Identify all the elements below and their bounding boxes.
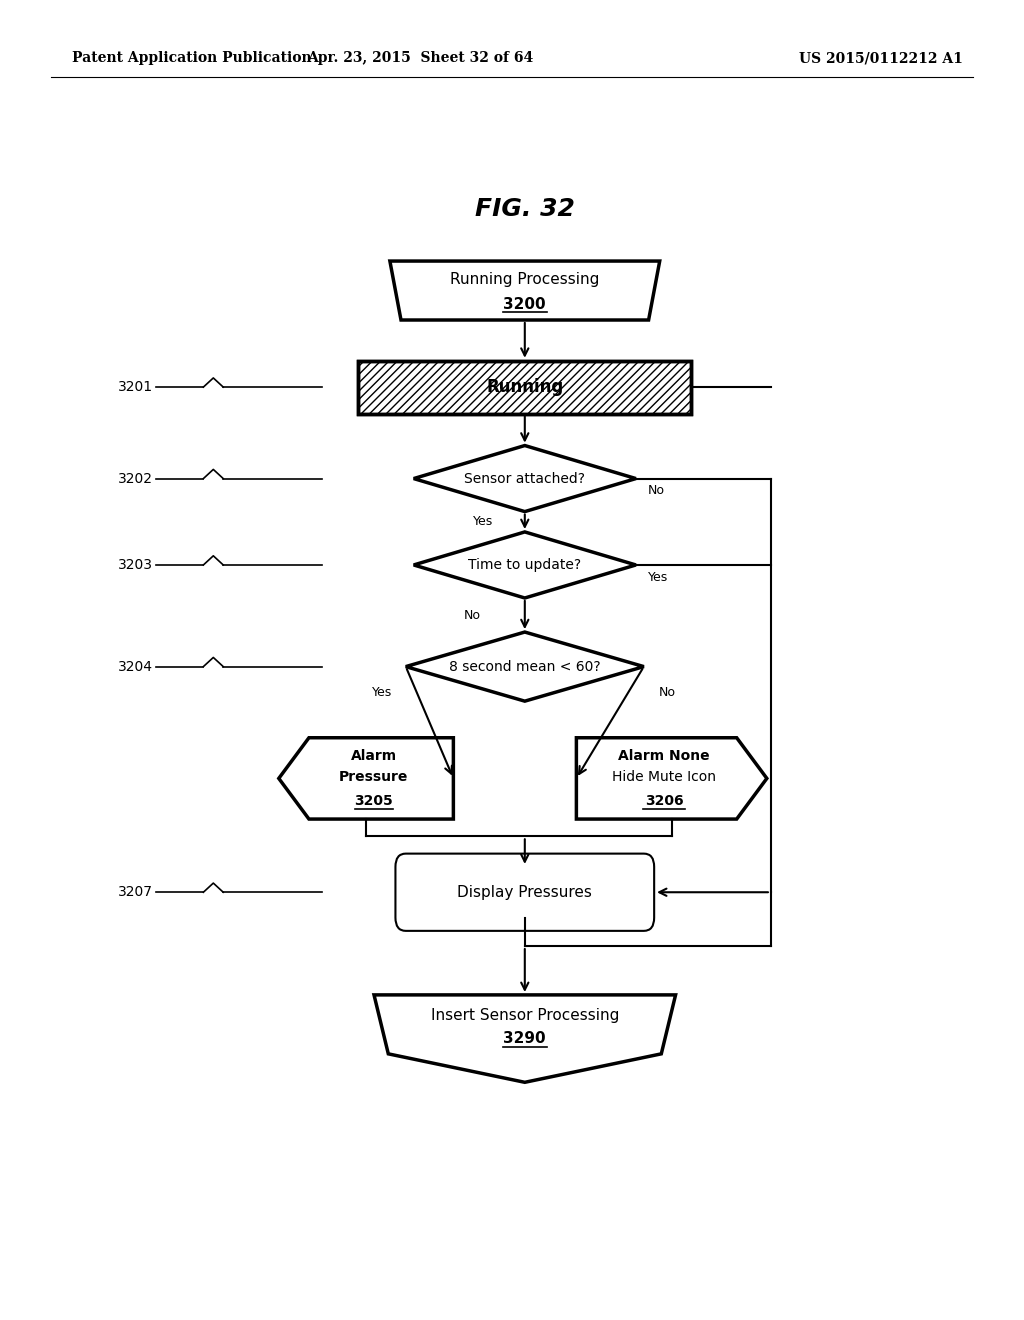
- Text: Display Pressures: Display Pressures: [458, 884, 592, 900]
- Text: Time to update?: Time to update?: [468, 558, 582, 572]
- FancyBboxPatch shape: [358, 360, 691, 413]
- Text: Yes: Yes: [648, 570, 668, 583]
- Text: Yes: Yes: [372, 685, 392, 698]
- Text: Yes: Yes: [473, 515, 494, 528]
- Text: Apr. 23, 2015  Sheet 32 of 64: Apr. 23, 2015 Sheet 32 of 64: [307, 51, 532, 65]
- Text: 3201: 3201: [118, 380, 154, 395]
- Text: 3200: 3200: [504, 297, 546, 313]
- Text: Alarm None: Alarm None: [618, 748, 710, 763]
- Text: FIG. 32: FIG. 32: [475, 197, 574, 222]
- Text: 3205: 3205: [354, 793, 393, 808]
- Text: 3206: 3206: [645, 793, 683, 808]
- Text: Insert Sensor Processing: Insert Sensor Processing: [431, 1007, 618, 1023]
- Text: Patent Application Publication: Patent Application Publication: [72, 51, 311, 65]
- Text: No: No: [659, 685, 676, 698]
- Text: Sensor attached?: Sensor attached?: [464, 471, 586, 486]
- Text: Running: Running: [486, 378, 563, 396]
- Text: Hide Mute Icon: Hide Mute Icon: [612, 771, 716, 784]
- Text: 3204: 3204: [119, 660, 154, 673]
- Text: 3290: 3290: [504, 1031, 546, 1047]
- Text: Running Processing: Running Processing: [451, 272, 599, 286]
- Text: Alarm: Alarm: [350, 748, 396, 763]
- Text: 8 second mean < 60?: 8 second mean < 60?: [449, 660, 601, 673]
- Text: 3202: 3202: [119, 471, 154, 486]
- Text: No: No: [464, 609, 481, 622]
- Text: No: No: [648, 484, 665, 498]
- Text: 3203: 3203: [119, 558, 154, 572]
- Text: Pressure: Pressure: [339, 771, 409, 784]
- Text: 3207: 3207: [119, 886, 154, 899]
- Text: US 2015/0112212 A1: US 2015/0112212 A1: [799, 51, 963, 65]
